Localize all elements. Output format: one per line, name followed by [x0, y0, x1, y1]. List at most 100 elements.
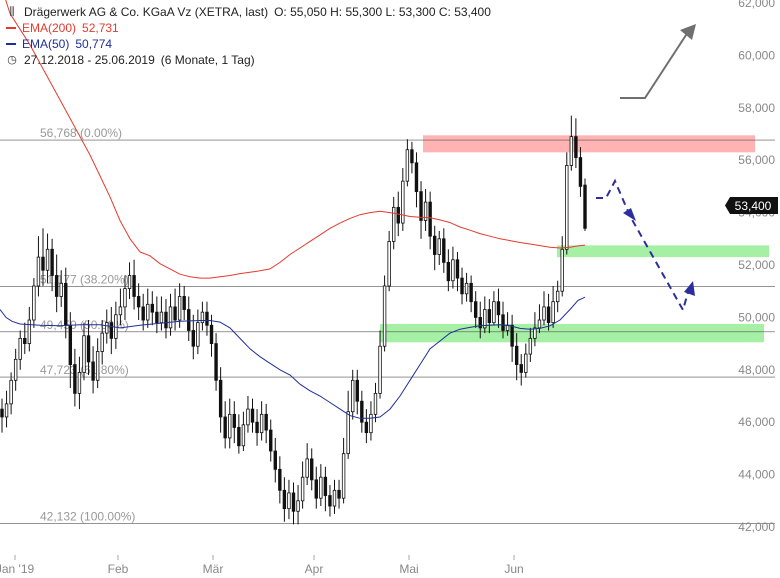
- candle-43: [196, 309, 200, 355]
- candle-5: [23, 322, 27, 355]
- y-tick-3: 48,000: [738, 363, 775, 377]
- candle-104: [473, 291, 478, 328]
- x-tick-2: Mär: [203, 562, 224, 576]
- candle-127: [578, 147, 583, 197]
- candle-81: [369, 401, 373, 441]
- candle-41: [187, 296, 191, 341]
- y-tick-0: 42,000: [738, 520, 775, 534]
- candle-11: [50, 238, 54, 292]
- candle-16: [73, 348, 77, 407]
- ema200-label: EMA(200): [22, 21, 77, 35]
- candle-17: [77, 356, 82, 410]
- ema200-line: [5, 0, 586, 279]
- candle-86: [392, 196, 396, 250]
- up-arrow-line: [620, 31, 689, 99]
- candle-27: [123, 275, 127, 321]
- candle-120: [546, 293, 551, 331]
- candle-105: [478, 301, 482, 339]
- ema200-swatch: [6, 27, 16, 29]
- candle-121: [551, 285, 555, 328]
- candle-84: [382, 275, 387, 352]
- candle-13: [59, 270, 63, 307]
- ema200-value: 52,731: [82, 21, 119, 35]
- candle-49: [223, 401, 227, 449]
- zones-layer: [380, 135, 769, 343]
- candle-57: [259, 401, 264, 441]
- candle-66: [300, 461, 305, 509]
- resistance-zone-0: [423, 135, 755, 153]
- candle-125: [569, 115, 574, 171]
- x-tick-0: Jan '19: [0, 562, 34, 576]
- projection-path: [596, 178, 691, 313]
- candle-77: [351, 369, 355, 420]
- candle-103: [469, 275, 473, 313]
- candle-54: [246, 396, 250, 433]
- candle-2: [9, 372, 13, 415]
- candle-107: [487, 299, 492, 334]
- candle-70: [319, 464, 323, 507]
- candle-29: [132, 259, 136, 310]
- candle-40: [182, 285, 186, 321]
- candle-9: [41, 228, 45, 286]
- candle-18: [82, 322, 86, 381]
- y-tick-5: 52,000: [738, 258, 775, 272]
- date-range: 27.12.2018 - 25.06.2019: [24, 53, 155, 67]
- projection-arrow-2: [684, 281, 695, 296]
- candle-8: [36, 236, 41, 297]
- ema50-line: [0, 296, 586, 419]
- annotations-layer: [596, 24, 696, 313]
- candle-101: [460, 267, 464, 305]
- candle-0: [0, 398, 4, 433]
- instrument-title: Drägerwerk AG & Co. KGaA Vz (XETRA, last…: [24, 5, 269, 19]
- y-tick-8: 58,000: [738, 101, 775, 115]
- legend-ema50-row[interactable]: EMA(50) 50,774: [6, 36, 491, 52]
- candle-44: [200, 301, 205, 331]
- y-tick-9: 60,000: [738, 48, 775, 62]
- legend-ema200-row[interactable]: EMA(200) 52,731: [6, 20, 491, 36]
- candle-91: [414, 152, 419, 208]
- fib-label-4: 42,132 (100.00%): [40, 510, 135, 524]
- candle-55: [250, 398, 255, 433]
- candle-28: [127, 262, 132, 300]
- candle-88: [401, 168, 405, 231]
- candle-89: [405, 139, 410, 187]
- legend-title-row: ⫼ Drägerwerk AG & Co. KGaA Vz (XETRA, la…: [6, 4, 490, 20]
- y-tick-10: 62,000: [738, 0, 775, 10]
- candle-119: [542, 291, 546, 326]
- ema50-value: 50,774: [75, 37, 113, 51]
- y-tick-4: 50,000: [738, 310, 775, 324]
- candle-23: [105, 309, 109, 344]
- candle-25: [114, 301, 118, 349]
- fib-label-0: 56,768 (0.00%): [40, 126, 122, 140]
- candle-19: [86, 320, 91, 376]
- y-axis: 42,00044,00046,00048,00050,00052,00054,0…: [738, 0, 775, 534]
- range-detail: (6 Monate, 1 Tag): [160, 53, 255, 67]
- candle-38: [173, 288, 177, 331]
- candle-74: [337, 479, 341, 509]
- candle-112: [510, 314, 514, 362]
- candle-33: [150, 291, 155, 326]
- candle-92: [419, 181, 423, 239]
- candle-42: [191, 314, 195, 360]
- x-axis: Jan '19 Feb Mär Apr Mai Jun: [0, 555, 524, 576]
- candle-62: [282, 477, 287, 522]
- ema-layer: [0, 0, 586, 419]
- candle-68: [310, 448, 314, 491]
- last-price-label: 53,400: [735, 199, 772, 213]
- candle-46: [209, 314, 214, 357]
- support-zone-2: [380, 323, 764, 343]
- candle-24: [109, 306, 114, 355]
- candle-30: [136, 283, 141, 321]
- candle-113: [514, 333, 519, 381]
- y-tick-2: 46,000: [738, 415, 775, 429]
- candle-79: [360, 390, 364, 433]
- clock-icon: ◷: [7, 54, 17, 66]
- candle-69: [314, 466, 318, 509]
- y-tick-1: 44,000: [738, 468, 775, 482]
- candle-10: [45, 233, 50, 284]
- candle-34: [155, 296, 159, 334]
- legend-range-row: ◷ 27.12.2018 - 25.06.2019 (6 Monate, 1 T…: [6, 52, 491, 68]
- candle-100: [455, 251, 460, 292]
- x-tick-1: Feb: [108, 562, 129, 576]
